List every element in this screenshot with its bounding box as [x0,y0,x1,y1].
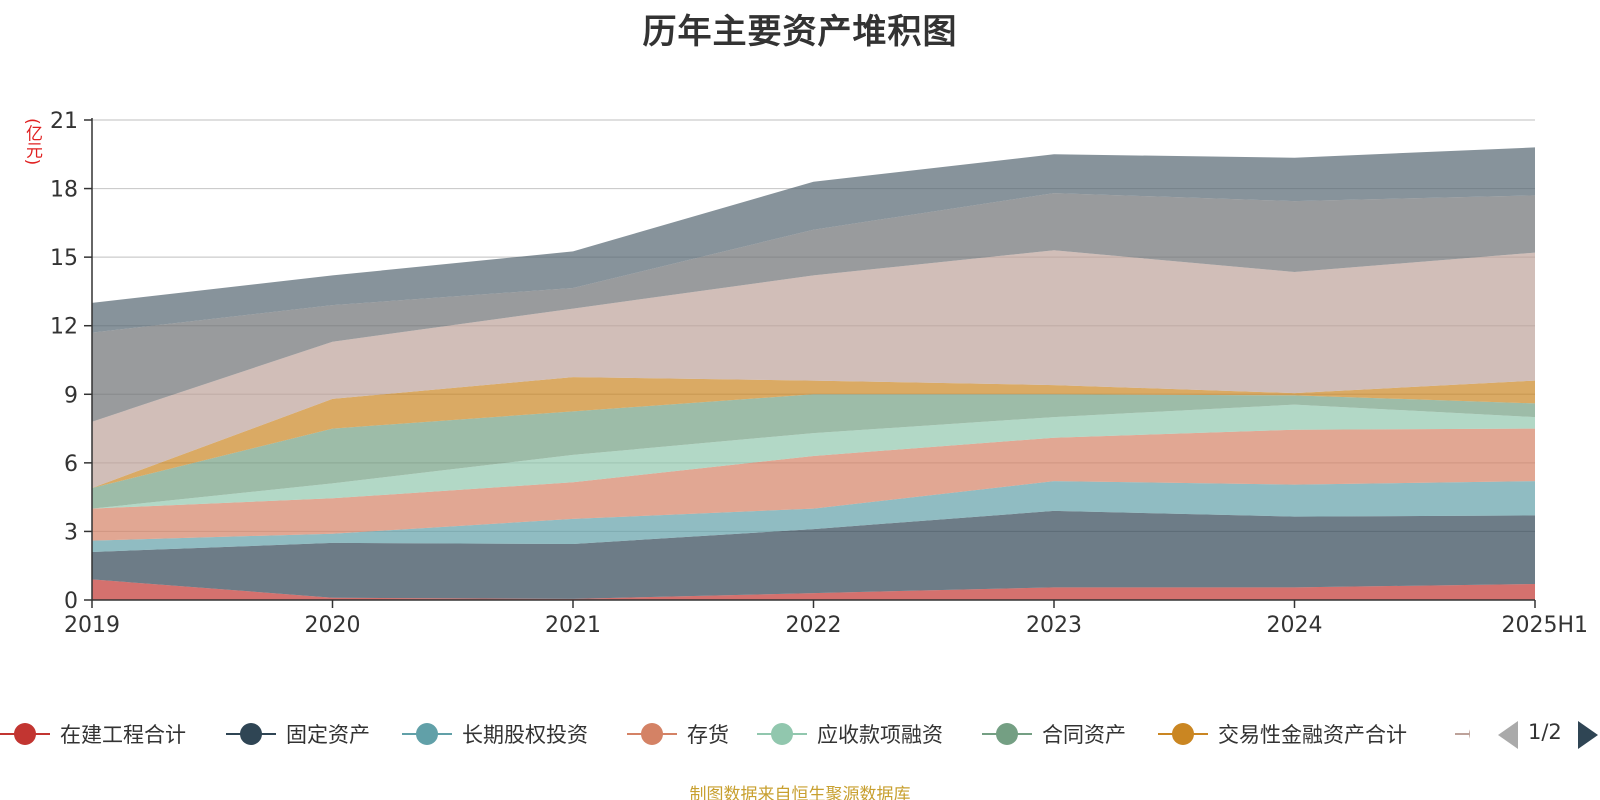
legend-next-page-icon[interactable] [1578,721,1598,749]
x-tick-label: 2019 [64,613,120,638]
legend-label: 长期股权投资 [462,723,588,747]
chart-title: 历年主要资产堆积图 [642,12,958,52]
legend-page-indicator: 1/2 [1528,720,1562,744]
legend-marker [402,716,452,752]
legend-item[interactable]: 固定资产 [226,716,370,752]
series-area-6[interactable] [92,377,1535,488]
x-tick-label: 2024 [1267,613,1323,638]
y-tick-label: 15 [50,246,78,271]
legend-label: 存货 [687,723,729,747]
x-tick-label: 2025H1 [1501,613,1588,638]
series-area-0[interactable] [92,579,1535,600]
legend-label: 应收款项融资 [817,723,943,747]
y-tick-label: 12 [50,315,78,340]
legend-marker [982,716,1032,752]
series-area-7[interactable] [92,250,1535,488]
y-tick-label: 0 [64,589,78,614]
legend-item[interactable]: 交易性金融资产合计 [1158,716,1407,752]
x-tick-label: 2021 [545,613,601,638]
legend-marker [757,716,807,752]
series-area-4[interactable] [92,404,1535,509]
x-tick-label: 2023 [1026,613,1082,638]
y-tick-label: 21 [50,109,78,134]
y-tick-label: 9 [64,383,78,408]
legend-label: 交易性金融资产合计 [1218,723,1407,747]
series-area-5[interactable] [92,394,1535,509]
legend-item[interactable]: 存货 [627,716,729,752]
y-tick-label: 3 [64,520,78,545]
series-area-8[interactable] [92,193,1535,422]
series-area-9[interactable] [92,147,1535,333]
series-area-2[interactable] [92,481,1535,552]
x-tick-label: 2020 [305,613,361,638]
legend-item[interactable]: 在建工程合计 [0,716,186,752]
legend-label: 固定资产 [286,723,370,747]
legend-marker [0,716,50,752]
legend-marker-truncated [1455,716,1470,752]
legend-item-truncated[interactable] [1455,716,1470,752]
series-area-3[interactable] [92,428,1535,541]
legend-item[interactable]: 长期股权投资 [402,716,588,752]
legend-marker [226,716,276,752]
y-tick-label: 18 [50,178,78,203]
y-axis-unit-label: (亿元) [22,118,42,166]
legend-item[interactable]: 合同资产 [982,716,1126,752]
legend-item[interactable]: 应收款项融资 [757,716,943,752]
series-area-1[interactable] [92,510,1535,599]
legend-label: 在建工程合计 [60,723,186,747]
source-note: 制图数据来自恒生聚源数据库 [689,785,911,800]
legend-marker [627,716,677,752]
legend-marker [1158,716,1208,752]
legend-label: 合同资产 [1042,723,1126,747]
legend-prev-page-icon[interactable] [1498,721,1518,749]
x-tick-label: 2022 [786,613,842,638]
legend: 在建工程合计 固定资产 长期股权投资 存货 应收款项融资 合同资产 交易性金融资产合计 1/… [0,716,1600,752]
y-tick-label: 6 [64,452,78,477]
